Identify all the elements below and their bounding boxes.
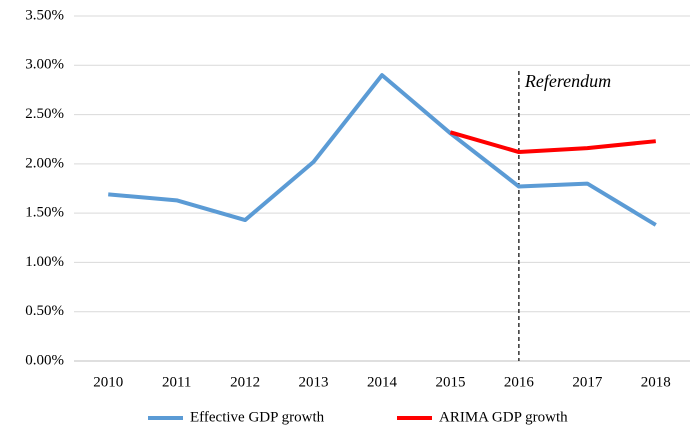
x-tick-label: 2015 [435, 374, 465, 390]
y-tick-label: 3.50% [25, 7, 64, 23]
y-tick-label: 3.00% [25, 57, 64, 73]
legend-label: ARIMA GDP growth [439, 409, 568, 425]
y-tick-label: 1.50% [25, 205, 64, 221]
y-tick-label: 0.00% [25, 352, 64, 368]
series-line [449, 130, 656, 155]
series-line [108, 73, 657, 227]
x-tick-label: 2016 [504, 374, 535, 390]
x-tick-label: 2014 [367, 374, 398, 390]
legend-label: Effective GDP growth [190, 409, 325, 425]
x-tick-label: 2013 [299, 374, 329, 390]
x-tick-label: 2012 [230, 374, 260, 390]
x-tick-label: 2017 [572, 374, 603, 390]
x-tick-label: 2018 [641, 374, 671, 390]
y-tick-label: 2.00% [25, 155, 64, 171]
y-tick-label: 0.50% [25, 303, 64, 319]
annotation: Referendum [524, 71, 611, 91]
y-tick-label: 2.50% [25, 106, 64, 122]
y-tick-label: 1.00% [25, 254, 64, 270]
x-tick-label: 2011 [162, 374, 191, 390]
x-tick-label: 2010 [93, 374, 123, 390]
